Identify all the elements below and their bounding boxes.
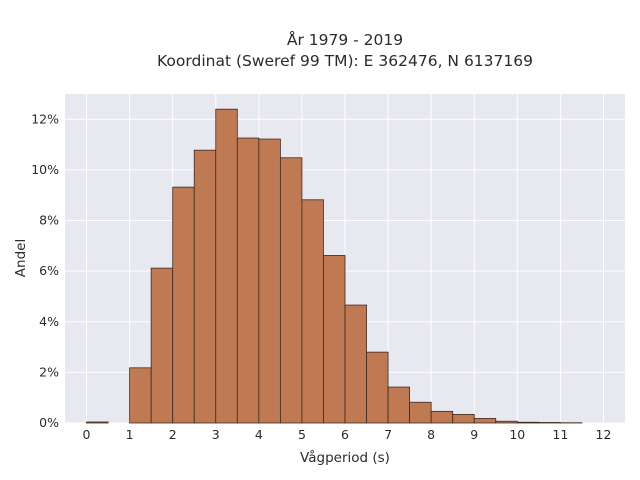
- y-axis-label: Andel: [13, 239, 29, 277]
- histogram-bar: [473, 418, 497, 424]
- chart-title-line-2: Koordinat (Sweref 99 TM): E 362476, N 61…: [157, 52, 533, 70]
- x-tick-label: 3: [212, 427, 220, 442]
- x-tick-label: 9: [470, 427, 478, 442]
- histogram-bar: [215, 108, 238, 424]
- y-tick-label: 10%: [31, 162, 59, 177]
- histogram-bar: [366, 351, 389, 424]
- x-tick-label: 2: [169, 427, 177, 442]
- x-axis-label: Vågperiod (s): [300, 449, 390, 466]
- y-tick-label: 0%: [39, 415, 59, 430]
- x-tick-label: 12: [596, 427, 612, 442]
- histogram-bar: [129, 367, 152, 424]
- histogram-bar: [387, 386, 411, 424]
- histogram-bar: [409, 401, 432, 424]
- histogram-bar: [538, 422, 561, 424]
- histogram-bar: [301, 199, 324, 424]
- histogram-bar: [258, 138, 281, 424]
- histogram-bar: [344, 304, 367, 424]
- histogram-bar: [236, 137, 260, 424]
- x-tick-label: 6: [341, 427, 349, 442]
- x-tick-label: 11: [552, 427, 568, 442]
- histogram-bar: [86, 421, 109, 424]
- histogram-bars: [86, 108, 583, 424]
- x-tick-labels: 0 1 2 3 4 5 6 7 8 9 10 11 12: [83, 427, 612, 442]
- y-tick-label: 4%: [39, 314, 59, 329]
- histogram-bar: [452, 413, 475, 424]
- histogram-bar: [193, 149, 217, 424]
- x-tick-label: 10: [509, 427, 525, 442]
- x-tick-label: 4: [255, 427, 263, 442]
- y-tick-label: 8%: [39, 213, 59, 228]
- x-tick-label: 0: [83, 427, 91, 442]
- x-tick-label: 5: [298, 427, 306, 442]
- x-tick-label: 7: [384, 427, 392, 442]
- histogram-bar: [323, 255, 346, 424]
- y-tick-label: 2%: [39, 364, 59, 379]
- histogram-bar: [279, 157, 303, 424]
- histogram-bar: [430, 410, 454, 424]
- histogram-bar: [516, 421, 540, 424]
- y-tick-labels: 0% 2% 4% 6% 8% 10% 12%: [31, 111, 59, 430]
- chart-title-line-1: År 1979 - 2019: [287, 30, 403, 49]
- histogram-bar: [150, 267, 174, 424]
- x-tick-label: 1: [126, 427, 134, 442]
- y-tick-label: 6%: [39, 263, 59, 278]
- y-tick-label: 12%: [31, 111, 59, 126]
- histogram-bar: [172, 186, 195, 424]
- histogram-bar: [495, 420, 518, 424]
- x-tick-label: 8: [427, 427, 435, 442]
